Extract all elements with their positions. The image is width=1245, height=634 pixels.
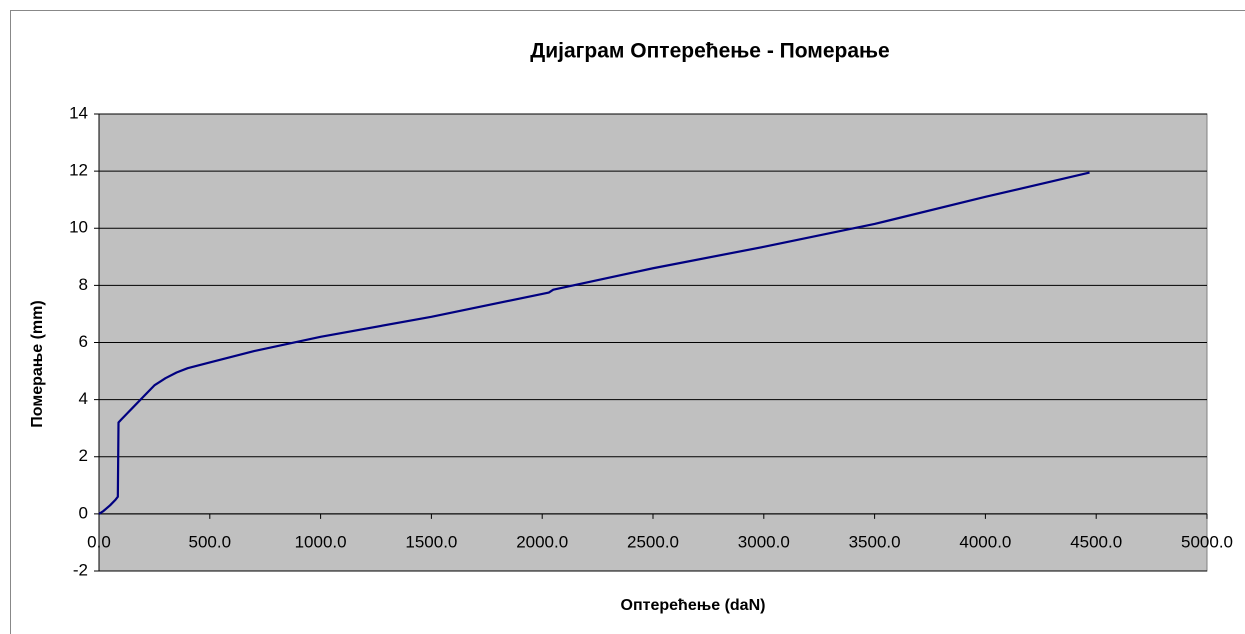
y-tick-label: 4 xyxy=(79,389,88,408)
x-tick-label: 1000.0 xyxy=(295,532,347,551)
x-tick-label: 1500.0 xyxy=(405,532,457,551)
y-axis-title: Померање (mm) xyxy=(29,300,46,427)
y-tick-label: 10 xyxy=(69,218,88,237)
x-tick-label: 4000.0 xyxy=(959,532,1011,551)
x-tick-label: 500.0 xyxy=(189,532,232,551)
x-tick-label: 0.0 xyxy=(87,532,111,551)
y-tick-label: 2 xyxy=(79,446,88,465)
x-tick-label: 3000.0 xyxy=(738,532,790,551)
x-tick-label: 4500.0 xyxy=(1070,532,1122,551)
y-tick-label: 0 xyxy=(79,503,88,522)
x-axis-title: Оптерећење (daN) xyxy=(621,597,766,614)
x-tick-label: 2500.0 xyxy=(627,532,679,551)
data-line xyxy=(98,171,1090,515)
y-tick-label: 8 xyxy=(79,275,88,294)
y-tick-label: 6 xyxy=(79,332,88,351)
chart-title: Дијаграм Оптерећење - Померање xyxy=(530,40,889,63)
x-tick-label: 2000.0 xyxy=(516,532,568,551)
x-tick-label: 5000.0 xyxy=(1181,532,1233,551)
y-tick-label: 14 xyxy=(69,103,88,122)
y-tick-label: 12 xyxy=(69,161,88,180)
y-tick-label: -2 xyxy=(73,560,88,579)
x-tick-label: 3500.0 xyxy=(849,532,901,551)
